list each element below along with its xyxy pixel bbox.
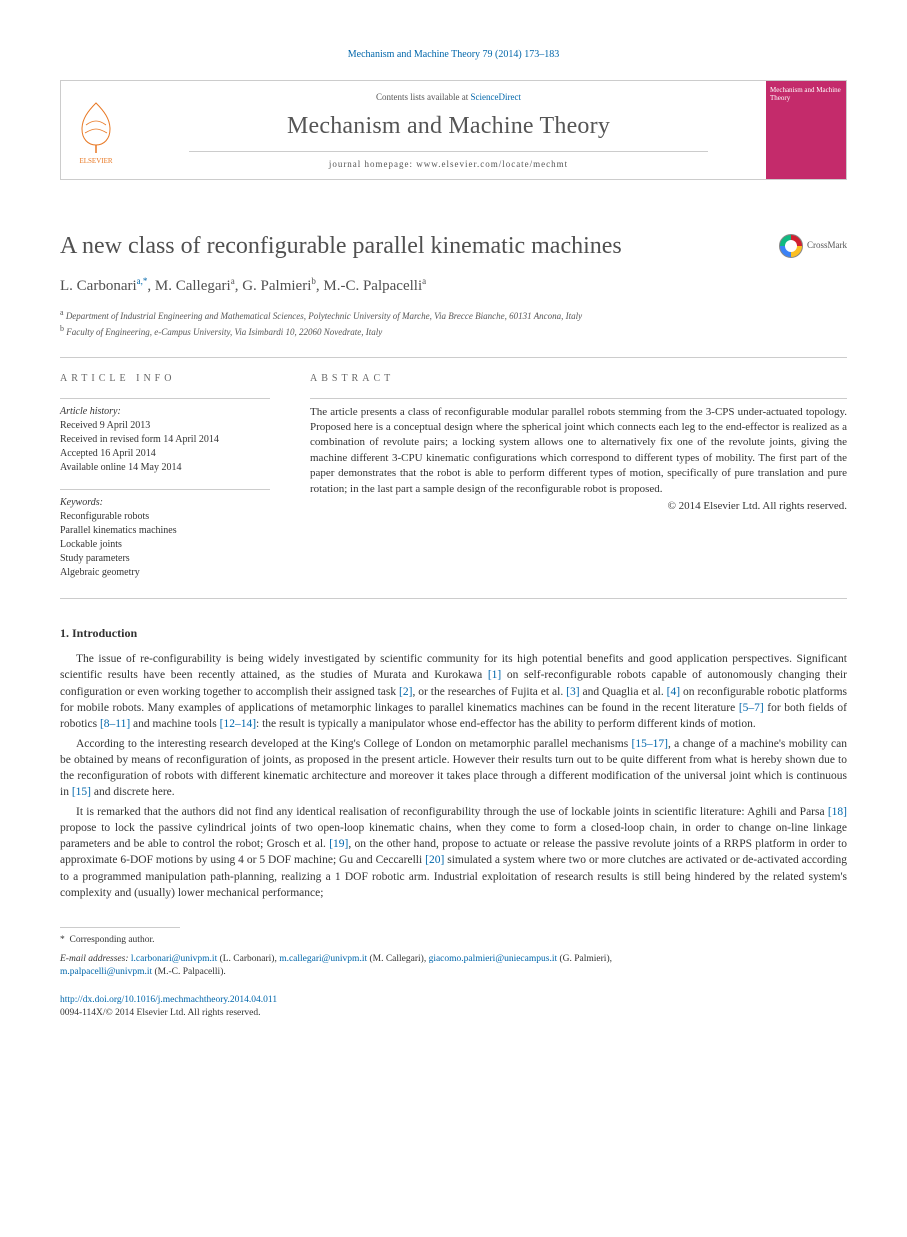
- citation-link[interactable]: [2]: [399, 686, 412, 698]
- keyword: Algebraic geometry: [60, 566, 270, 580]
- crossmark-icon: [779, 234, 803, 258]
- elsevier-wordmark: ELSEVIER: [79, 157, 112, 165]
- abstract-heading: abstract: [310, 372, 847, 386]
- contents-available-line: Contents lists available at ScienceDirec…: [139, 91, 758, 104]
- history-line: Received 9 April 2013: [60, 419, 270, 433]
- body-paragraph: The issue of re-configurability is being…: [60, 651, 847, 731]
- keyword: Lockable joints: [60, 538, 270, 552]
- abstract-column: abstract The article presents a class of…: [310, 372, 847, 580]
- doi-block: http://dx.doi.org/10.1016/j.mechmachtheo…: [60, 994, 847, 1021]
- publisher-logo-cell: ELSEVIER: [61, 81, 131, 179]
- author-name[interactable]: L. Carbonari: [60, 278, 137, 294]
- section-heading: 1. Introduction: [60, 625, 847, 642]
- email-link[interactable]: giacomo.palmieri@uniecampus.it: [429, 954, 558, 964]
- crossmark-label: CrossMark: [807, 239, 847, 252]
- citation-link[interactable]: [18]: [828, 806, 847, 818]
- affiliation-line: b Faculty of Engineering, e-Campus Unive…: [60, 323, 847, 339]
- article-info-heading: article info: [60, 372, 270, 386]
- affiliation-line: a Department of Industrial Engineering a…: [60, 307, 847, 323]
- email-link[interactable]: l.carbonari@univpm.it: [131, 954, 217, 964]
- author-name[interactable]: M.-C. Palpacelli: [323, 278, 422, 294]
- journal-homepage-line: journal homepage: www.elsevier.com/locat…: [139, 158, 758, 171]
- citation-link[interactable]: [20]: [425, 854, 444, 866]
- citation-link[interactable]: [4]: [667, 686, 680, 698]
- author-name[interactable]: M. Callegari: [155, 278, 231, 294]
- article-info-column: article info Article history: Received 9…: [60, 372, 270, 580]
- crossmark-badge[interactable]: CrossMark: [779, 234, 847, 258]
- masthead: ELSEVIER Contents lists available at Sci…: [60, 80, 847, 180]
- citation-link[interactable]: [19]: [329, 838, 348, 850]
- history-line: Available online 14 May 2014: [60, 461, 270, 475]
- author-list: L. Carbonaria,*, M. Callegaria, G. Palmi…: [60, 275, 847, 297]
- masthead-divider: [189, 151, 708, 152]
- keyword: Study parameters: [60, 552, 270, 566]
- masthead-center: Contents lists available at ScienceDirec…: [131, 81, 766, 179]
- citation-line: Mechanism and Machine Theory 79 (2014) 1…: [60, 48, 847, 62]
- article-history-label: Article history:: [60, 405, 270, 419]
- corresponding-author-note: * Corresponding author.: [60, 934, 847, 947]
- sciencedirect-link[interactable]: ScienceDirect: [471, 92, 521, 102]
- doi-link[interactable]: http://dx.doi.org/10.1016/j.mechmachtheo…: [60, 995, 277, 1005]
- issn-copyright-line: 0094-114X/© 2014 Elsevier Ltd. All right…: [60, 1008, 261, 1018]
- citation-link[interactable]: [15]: [72, 786, 91, 798]
- citation-link[interactable]: [5–7]: [739, 702, 764, 714]
- journal-cover-thumbnail: Mechanism and Machine Theory: [766, 81, 846, 179]
- affiliations: a Department of Industrial Engineering a…: [60, 307, 847, 338]
- footnote-rule: [60, 927, 180, 928]
- history-line: Accepted 16 April 2014: [60, 447, 270, 461]
- citation-link[interactable]: [3]: [566, 686, 579, 698]
- email-link[interactable]: m.palpacelli@univpm.it: [60, 967, 152, 977]
- author-name[interactable]: G. Palmieri: [242, 278, 311, 294]
- citation-link[interactable]: [12–14]: [220, 718, 256, 730]
- body-paragraph: According to the interesting research de…: [60, 736, 847, 800]
- body-paragraph: It is remarked that the authors did not …: [60, 804, 847, 901]
- article-title: A new class of reconfigurable parallel k…: [60, 230, 779, 264]
- elsevier-tree-icon: ELSEVIER: [68, 95, 124, 165]
- journal-name: Mechanism and Machine Theory: [139, 110, 758, 144]
- keyword: Reconfigurable robots: [60, 510, 270, 524]
- citation-link[interactable]: [8–11]: [100, 718, 130, 730]
- abstract-text: The article presents a class of reconfig…: [310, 405, 847, 497]
- history-line: Received in revised form 14 April 2014: [60, 433, 270, 447]
- horizontal-rule: [60, 598, 847, 599]
- abstract-copyright: © 2014 Elsevier Ltd. All rights reserved…: [310, 499, 847, 514]
- keywords-label: Keywords:: [60, 496, 270, 510]
- keyword: Parallel kinematics machines: [60, 524, 270, 538]
- citation-link[interactable]: [15–17]: [632, 738, 668, 750]
- email-addresses: E-mail addresses: l.carbonari@univpm.it …: [60, 953, 847, 980]
- email-link[interactable]: m.callegari@univpm.it: [279, 954, 367, 964]
- citation-link[interactable]: [1]: [488, 669, 501, 681]
- horizontal-rule: [60, 357, 847, 358]
